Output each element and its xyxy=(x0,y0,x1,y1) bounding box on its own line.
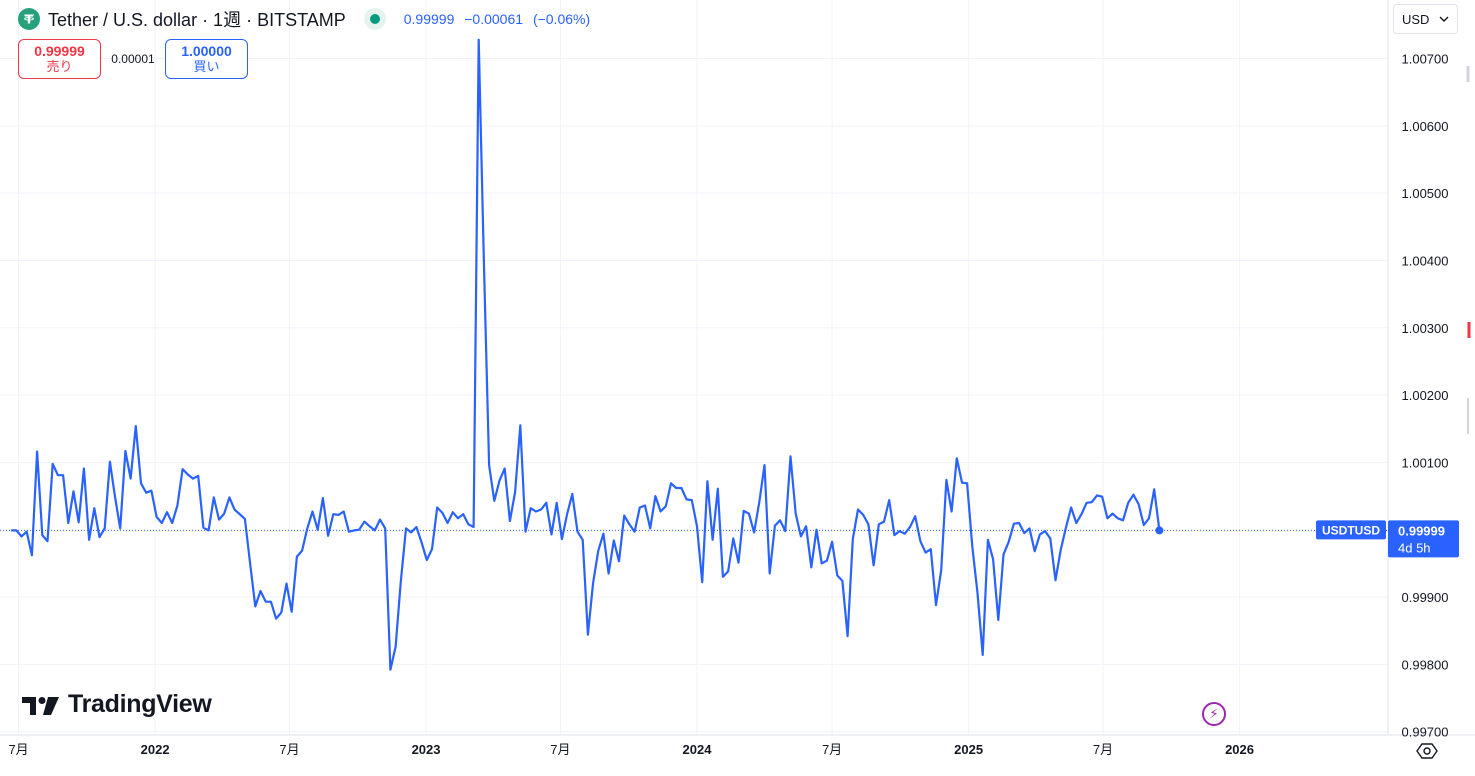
chart-header: Tether / U.S. dollar · 1週 · BITSTAMP 0.9… xyxy=(18,6,596,32)
grid-vertical xyxy=(18,0,1241,735)
chevron-down-icon xyxy=(1439,16,1449,22)
y-tick-label: 1.00600 xyxy=(1402,119,1449,134)
x-tick-label: 7月 xyxy=(822,742,842,757)
x-tick-label: 7月 xyxy=(8,742,28,757)
x-tick-label: 2026 xyxy=(1225,742,1254,757)
tradingview-wordmark: TradingView xyxy=(68,690,212,718)
tradingview-mark-icon xyxy=(22,696,59,715)
series-layer xyxy=(11,38,1161,671)
buy-button[interactable]: 1.00000 買い xyxy=(165,39,248,79)
price-axis-labels: 1.00700 1.00600 1.00500 1.00400 1.00300 1.002… xyxy=(1402,52,1449,740)
symbol-title[interactable]: Tether / U.S. dollar · 1週 · BITSTAMP xyxy=(48,10,346,30)
header-change: −0.00061 xyxy=(464,11,524,27)
sell-price: 0.99999 xyxy=(34,43,85,59)
market-status-icon[interactable] xyxy=(363,8,386,30)
y-tick-label: 1.00400 xyxy=(1402,253,1449,268)
currency-select[interactable]: USD xyxy=(1393,4,1458,34)
y-tick-label: 1.00500 xyxy=(1402,186,1449,201)
y-tick-label: 1.00100 xyxy=(1402,455,1449,470)
quote-summary: 0.99999 −0.00061 (−0.06%) xyxy=(404,11,596,27)
y-tick-label: 0.99800 xyxy=(1402,657,1449,672)
header-change-pct: (−0.06%) xyxy=(532,11,591,27)
live-dot xyxy=(369,14,380,24)
price-tag-value: 0.99999 xyxy=(1398,523,1445,538)
buy-price: 1.00000 xyxy=(181,43,232,59)
y-tick-label: 0.99900 xyxy=(1402,590,1449,605)
spread-value: 0.00001 xyxy=(111,52,155,66)
y-tick-label: 1.00200 xyxy=(1402,388,1449,403)
x-tick-label: 7月 xyxy=(1093,742,1113,757)
header-price: 0.99999 xyxy=(403,11,455,27)
currency-label: USD xyxy=(1402,11,1430,27)
price-tag-countdown: 4d 5h xyxy=(1398,540,1431,555)
y-tick-label: 1.00700 xyxy=(1402,52,1449,67)
sell-label: 売り xyxy=(46,59,73,74)
buy-label: 買い xyxy=(193,59,220,74)
x-tick-label: 7月 xyxy=(550,742,570,757)
x-tick-label: 2023 xyxy=(412,742,441,757)
last-price-layer: USDTUSD 0.99999 4d 5h xyxy=(0,520,1459,558)
tradingview-logo[interactable]: TradingView xyxy=(22,690,212,719)
symbol-tag-label: USDTUSD xyxy=(1322,523,1380,537)
lightning-icon[interactable]: ⚡ xyxy=(1202,702,1226,726)
tether-logo-icon xyxy=(18,8,40,30)
symbol-tag xyxy=(1316,520,1386,540)
y-tick-label: 0.99700 xyxy=(1402,725,1449,740)
x-tick-label: 2024 xyxy=(683,742,713,757)
settings-icon[interactable] xyxy=(1416,740,1438,762)
y-tick-label: 1.00300 xyxy=(1402,321,1449,336)
grid-horizontal xyxy=(0,58,1388,733)
x-tick-label: 7月 xyxy=(279,742,299,757)
last-point-marker[interactable] xyxy=(1155,526,1164,535)
price-tag xyxy=(1388,520,1459,558)
series-line-usdtusd[interactable] xyxy=(11,38,1161,671)
trade-panel: 0.99999 売り 0.00001 1.00000 買い xyxy=(18,39,248,79)
sell-button[interactable]: 0.99999 売り xyxy=(18,39,101,79)
time-axis-labels: 7月 2022 7月 2023 7月 2024 7月 2025 7月 2026 xyxy=(8,742,1254,757)
x-tick-label: 2022 xyxy=(141,742,170,757)
x-tick-label: 2025 xyxy=(954,742,983,757)
